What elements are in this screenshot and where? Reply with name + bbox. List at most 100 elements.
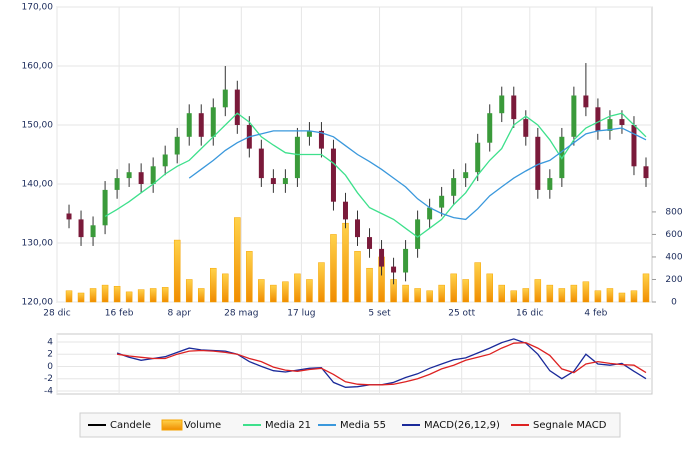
candle-body (126, 172, 132, 179)
candle-body (439, 195, 445, 208)
volume-bar (65, 290, 73, 303)
volume-bar (462, 279, 469, 303)
legend-label: Segnale MACD (533, 420, 607, 431)
volume-bar (510, 290, 518, 303)
candle-body (643, 166, 649, 179)
candle-body (78, 219, 84, 238)
macd-panel (56, 333, 653, 395)
candle-body (186, 113, 192, 137)
candle-body (330, 148, 336, 202)
candle-body (463, 172, 469, 179)
x-tick-label: 16 feb (105, 309, 134, 319)
y-tick-label: 2 (47, 350, 53, 360)
candle-body (234, 89, 240, 125)
candle-body (487, 113, 493, 143)
candle-body (162, 154, 168, 167)
y-tick-label: 130,00 (22, 239, 54, 249)
volume-bar (210, 267, 217, 303)
volume-bar (594, 290, 602, 303)
volume-bar (402, 284, 409, 303)
x-tick-label: 28 mag (224, 309, 258, 319)
candle-body (90, 225, 96, 238)
volume-bar (558, 288, 566, 303)
volume-bar (618, 292, 626, 303)
y2-tick-label: 800 (665, 207, 682, 217)
candle-body (222, 89, 228, 108)
y-tick-label: 140,00 (22, 180, 54, 190)
volume-bar (534, 279, 542, 303)
legend-label: Volume (184, 420, 221, 431)
candle-body (547, 178, 553, 190)
y-tick-label: 150,00 (22, 121, 54, 131)
y2-tick-label: 0 (671, 298, 677, 308)
legend-label: Media 21 (265, 420, 311, 431)
volume-bar (270, 284, 277, 303)
candle-body (342, 201, 348, 220)
volume-bar (486, 273, 493, 303)
candle-body (138, 172, 144, 184)
candle-body (403, 248, 409, 273)
volume-bar (185, 279, 193, 303)
volume-bar (474, 262, 481, 303)
volume-bar (234, 217, 241, 303)
volume-bar (414, 288, 421, 303)
legend-label: Media 55 (340, 420, 386, 431)
y-tick-label: -2 (44, 374, 53, 384)
candle-body (66, 213, 72, 220)
y-tick-label: 170,00 (22, 3, 54, 13)
candle-body (174, 136, 180, 155)
series-line (117, 341, 647, 386)
legend-swatch (161, 419, 183, 431)
x-tick-label: 5 set (368, 309, 391, 319)
y-tick-label: 4 (47, 337, 53, 347)
volume-bar (498, 284, 505, 303)
volume-bar (522, 288, 530, 303)
volume-bar (222, 273, 229, 303)
volume-bar (642, 273, 650, 303)
x-tick-label: 8 apr (167, 309, 191, 319)
y2-tick-label: 400 (665, 252, 682, 262)
candle-body (150, 166, 156, 184)
candle-body (306, 130, 312, 137)
candle-body (571, 95, 577, 137)
volume-bar (438, 284, 445, 303)
volume-bar (342, 222, 349, 303)
volume-bar (258, 279, 265, 303)
volume-bar (149, 288, 157, 303)
x-tick-label: 25 ott (448, 309, 475, 319)
candle-body (619, 119, 625, 125)
y-tick-label: 160,00 (22, 62, 54, 72)
volume-bar (606, 288, 614, 303)
candle-body (499, 95, 505, 114)
volume-bar (77, 292, 85, 303)
volume-bar (282, 281, 289, 303)
candle-body (427, 207, 433, 220)
volume-bar (354, 251, 361, 303)
candle-body (511, 95, 517, 120)
candle-body (102, 189, 108, 226)
candle-body (595, 107, 601, 131)
y-tick-label: 0 (47, 362, 53, 372)
candle-body (198, 113, 204, 137)
candle-body (415, 219, 421, 249)
volume-bar (197, 288, 205, 303)
volume-bar (246, 251, 253, 303)
candle-body (258, 148, 264, 179)
candle-body (631, 125, 637, 167)
candle-body (391, 266, 397, 273)
volume-bar (582, 281, 590, 303)
x-tick-label: 17 lug (287, 309, 315, 319)
volume-bar (101, 284, 109, 303)
candle-body (210, 107, 216, 137)
series-line (104, 112, 647, 238)
volume-bar (161, 287, 169, 303)
candle-body (282, 178, 288, 184)
candle-body (583, 95, 589, 108)
candle-body (294, 136, 300, 179)
y-tick-label: -4 (44, 386, 53, 396)
volume-bar (125, 291, 133, 303)
volume-bar (450, 273, 457, 303)
volume-bar (318, 262, 325, 303)
volume-bar (630, 290, 638, 303)
